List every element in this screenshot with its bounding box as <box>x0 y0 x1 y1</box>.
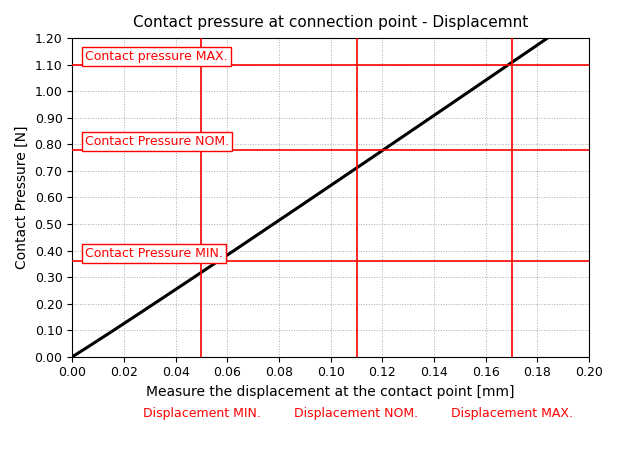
Text: Displacement MAX.: Displacement MAX. <box>451 407 572 420</box>
Title: Contact pressure at connection point - Displacemnt: Contact pressure at connection point - D… <box>133 15 528 30</box>
Text: Displacement MIN.: Displacement MIN. <box>143 407 260 420</box>
Text: Displacement NOM.: Displacement NOM. <box>294 407 418 420</box>
X-axis label: Measure the displacement at the contact point [mm]: Measure the displacement at the contact … <box>146 385 515 399</box>
Text: Contact Pressure NOM.: Contact Pressure NOM. <box>85 135 229 148</box>
Text: Contact Pressure MIN.: Contact Pressure MIN. <box>85 247 223 260</box>
Y-axis label: Contact Pressure [N]: Contact Pressure [N] <box>15 126 29 269</box>
Text: Contact pressure MAX.: Contact pressure MAX. <box>85 50 228 63</box>
